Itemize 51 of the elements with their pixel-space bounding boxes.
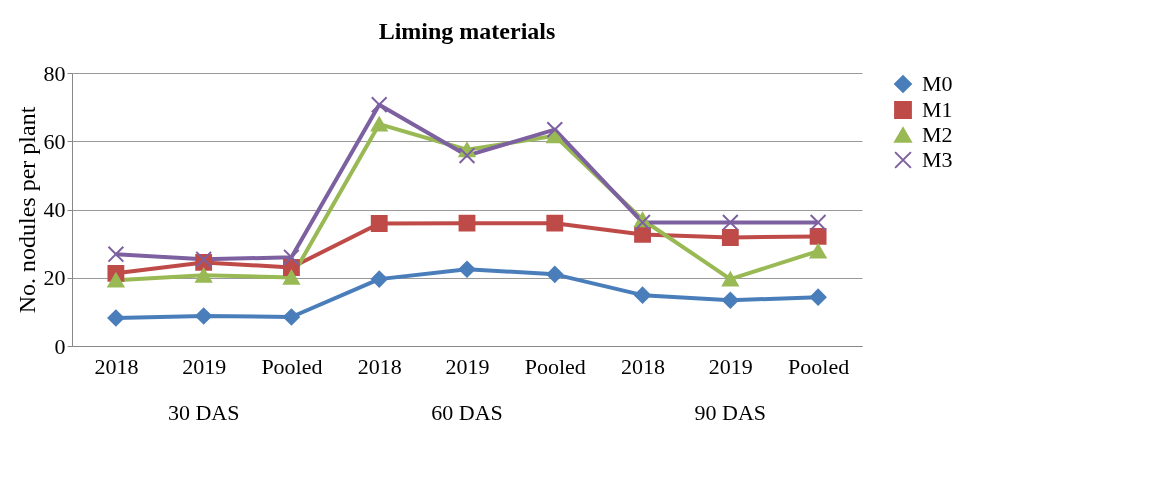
y-tick-label: 60 [43, 128, 66, 154]
x-tick-label: 2019 [182, 353, 227, 379]
point [809, 228, 827, 245]
point [809, 214, 827, 231]
legend-label: M2 [922, 122, 953, 147]
point [809, 243, 827, 259]
point [107, 272, 125, 288]
point [370, 96, 388, 114]
point [195, 307, 213, 325]
x-tick-label: 2019 [708, 353, 753, 379]
point [283, 269, 300, 285]
text: 30 DAS [167, 400, 240, 425]
point [809, 288, 827, 306]
x-tick-label: Pooled [261, 353, 323, 379]
point [283, 248, 300, 266]
point [546, 265, 564, 283]
point [370, 116, 388, 132]
point [634, 286, 651, 304]
point [721, 271, 739, 287]
point [721, 229, 739, 246]
legend-label: M0 [922, 71, 953, 96]
point [721, 214, 739, 231]
legend-label: M3 [922, 147, 953, 172]
x-tick-label: Pooled [524, 353, 586, 379]
point [370, 215, 388, 232]
point [546, 214, 564, 232]
point [458, 147, 476, 164]
point [546, 121, 564, 139]
point [634, 226, 651, 243]
legend-label: M1 [922, 97, 953, 122]
x-tick-label: 2018 [357, 353, 402, 379]
point [107, 309, 125, 327]
y-tick-label: 0 [54, 333, 66, 359]
x-tick-label: Pooled [788, 353, 850, 379]
point [458, 260, 476, 278]
point [370, 270, 388, 288]
point [107, 245, 125, 263]
y-tick-label: 40 [43, 197, 66, 222]
y-tick-label: 20 [43, 265, 66, 291]
chart-title: Liming materials [378, 18, 556, 44]
y-axis-title: No. nodules per plant [13, 106, 40, 314]
y-tick-label: 80 [43, 60, 66, 86]
point [721, 291, 739, 309]
x-tick-label: 2018 [94, 353, 139, 379]
text: 60 DAS [431, 400, 503, 425]
x-tick-label: 2018 [621, 353, 666, 379]
point [283, 308, 300, 326]
x-tick-label: 2019 [445, 353, 490, 379]
text: 90 DAS [694, 400, 767, 425]
point [195, 267, 213, 283]
point [458, 214, 476, 232]
